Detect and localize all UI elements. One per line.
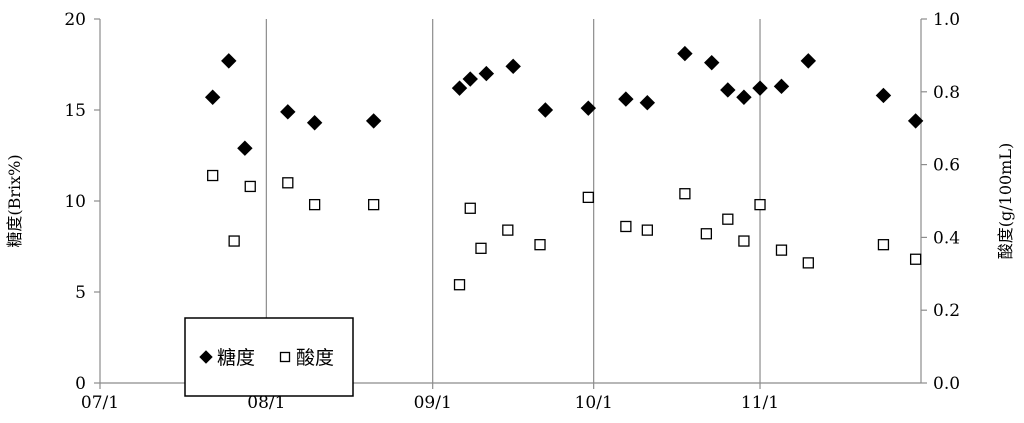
sugar-point [462,71,478,87]
acid-point [909,253,922,265]
sugar-point [204,89,221,105]
legend-acid-marker [279,351,291,363]
sugar-point [773,78,790,95]
legend-box [184,317,354,397]
y2-tick-label: 0.2 [933,301,960,321]
legend-sugar-marker [199,350,213,364]
y2-axis-title: 酸度(g/100mL) [996,143,1015,259]
sugar-point [537,102,554,118]
x-tick-label: 11/1 [741,393,779,413]
sugar-point [875,87,892,104]
sugar-point [237,140,253,156]
y2-tick-label: 0.8 [933,83,960,103]
legend-items: 糖度 酸度 [199,347,334,369]
acid-point [475,242,487,254]
sugar-point [221,53,237,69]
acid-point [754,198,766,211]
sugar-point [618,91,634,107]
sugar-point [720,82,736,98]
acid-point [534,239,546,251]
acid-point [464,202,476,214]
acid-point [679,188,691,200]
sugar-point [306,115,323,131]
sugar-point [478,65,495,82]
x-tick-label: 07/1 [81,393,119,413]
acid-point [738,235,750,247]
legend-label: 酸度 [296,347,334,369]
sugar-point [639,95,656,111]
acid-point [453,279,466,291]
sugar-point [800,53,817,69]
x-tick-label: 08/1 [247,393,285,413]
sugar-point [907,113,924,129]
sugar-point [704,54,720,71]
x-tick-label: 10/1 [575,393,613,413]
sugar-point [580,100,597,116]
y2-tick-label: 0.0 [933,374,960,394]
y2-tick-label: 1.0 [933,10,960,30]
acid-point [582,191,594,204]
y-axis-title: 糖度(Brix%) [5,154,24,247]
acid-point [641,224,653,236]
y2-tick-label: 0.6 [933,156,960,176]
legend: 糖度 酸度 [184,317,354,397]
acid-point [877,239,890,251]
legend-label: 糖度 [217,347,255,369]
y-tick-label: 0 [75,374,86,394]
tick-labels: 0 5 10 15 20 0.0 0.2 0.4 0.6 0.8 1.0 07/1 08/1 09/1 10… [64,10,960,413]
y-tick-label: 15 [64,101,86,121]
sugar-point [365,113,382,129]
x-tick-label: 09/1 [414,393,452,413]
y-tick-label: 5 [75,283,86,303]
sugar-point [736,89,752,105]
data-points [204,45,924,291]
sugar-point [451,80,468,96]
acid-point [228,235,240,247]
acid-point [244,180,256,193]
acid-point [775,244,788,256]
acid-point [502,224,514,236]
acid-point [620,220,632,233]
acid-point [308,198,321,211]
acid-point [700,228,713,240]
acid-point [368,198,380,211]
y2-tick-label: 0.4 [933,228,960,248]
acid-point [207,169,219,182]
acid-point [282,177,294,189]
sugar-point [280,104,296,120]
y-tick-label: 20 [64,10,86,30]
y-tick-label: 10 [64,192,86,212]
acid-point [722,213,734,225]
sugar-point [677,45,693,62]
acid-point [802,257,814,269]
sugar-point [752,80,768,96]
sugar-point [505,58,521,75]
